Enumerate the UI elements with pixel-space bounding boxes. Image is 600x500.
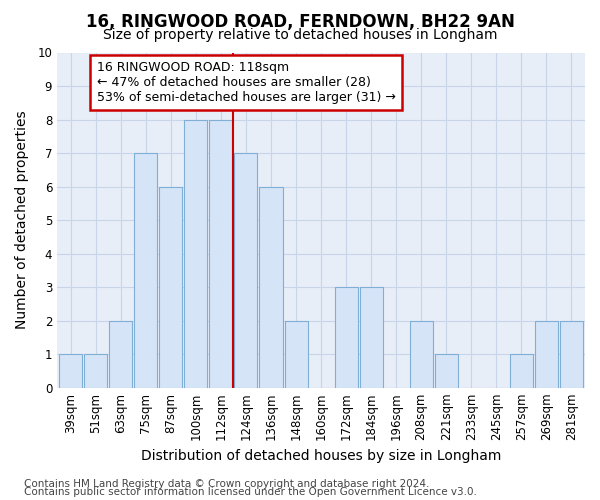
X-axis label: Distribution of detached houses by size in Longham: Distribution of detached houses by size …: [141, 448, 501, 462]
Text: 16, RINGWOOD ROAD, FERNDOWN, BH22 9AN: 16, RINGWOOD ROAD, FERNDOWN, BH22 9AN: [86, 12, 514, 30]
Bar: [509, 354, 533, 388]
Bar: [235, 153, 257, 388]
Text: 16 RINGWOOD ROAD: 118sqm
← 47% of detached houses are smaller (28)
53% of semi-d: 16 RINGWOOD ROAD: 118sqm ← 47% of detach…: [97, 61, 395, 104]
Bar: [410, 320, 433, 388]
Y-axis label: Number of detached properties: Number of detached properties: [15, 111, 29, 330]
Text: Contains HM Land Registry data © Crown copyright and database right 2024.: Contains HM Land Registry data © Crown c…: [24, 479, 430, 489]
Bar: [284, 320, 308, 388]
Bar: [59, 354, 82, 388]
Bar: [134, 153, 157, 388]
Bar: [335, 287, 358, 388]
Bar: [560, 320, 583, 388]
Bar: [535, 320, 558, 388]
Bar: [160, 186, 182, 388]
Bar: [184, 120, 208, 388]
Bar: [85, 354, 107, 388]
Text: Size of property relative to detached houses in Longham: Size of property relative to detached ho…: [103, 28, 497, 42]
Bar: [209, 120, 232, 388]
Bar: [109, 320, 133, 388]
Text: Contains public sector information licensed under the Open Government Licence v3: Contains public sector information licen…: [24, 487, 477, 497]
Bar: [359, 287, 383, 388]
Bar: [434, 354, 458, 388]
Bar: [259, 186, 283, 388]
